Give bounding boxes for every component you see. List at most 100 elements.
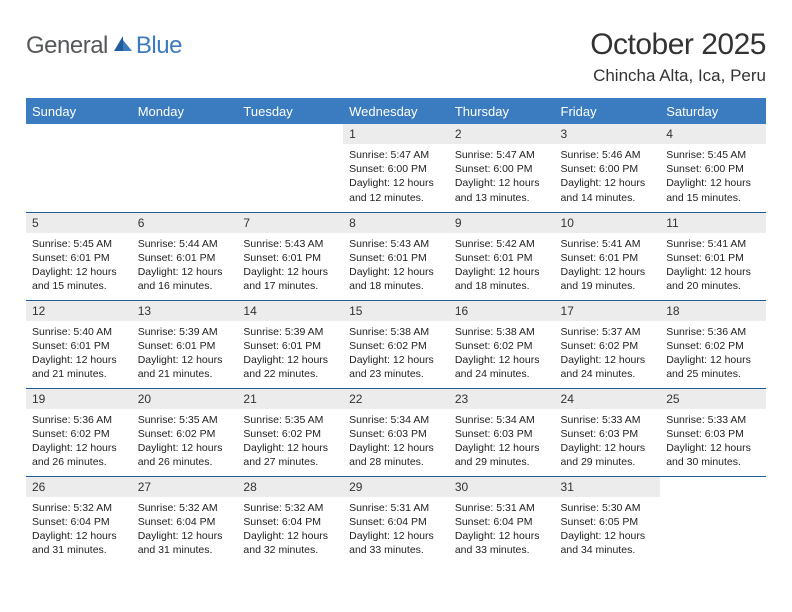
day-number: 25 (660, 389, 766, 409)
sunset-line: Sunset: 6:01 PM (32, 339, 126, 353)
daylight-line: Daylight: 12 hours and 24 minutes. (561, 353, 655, 381)
daylight-line: Daylight: 12 hours and 27 minutes. (243, 441, 337, 469)
sunrise-line: Sunrise: 5:40 AM (32, 325, 126, 339)
day-cell: 17Sunrise: 5:37 AMSunset: 6:02 PMDayligh… (555, 300, 661, 388)
sunset-line: Sunset: 6:01 PM (349, 251, 443, 265)
calendar-head: SundayMondayTuesdayWednesdayThursdayFrid… (26, 99, 766, 125)
daylight-line: Daylight: 12 hours and 19 minutes. (561, 265, 655, 293)
day-cell: 24Sunrise: 5:33 AMSunset: 6:03 PMDayligh… (555, 388, 661, 476)
day-cell: 13Sunrise: 5:39 AMSunset: 6:01 PMDayligh… (132, 300, 238, 388)
month-title: October 2025 (590, 28, 766, 62)
sunrise-line: Sunrise: 5:31 AM (349, 501, 443, 515)
week-row: 19Sunrise: 5:36 AMSunset: 6:02 PMDayligh… (26, 388, 766, 476)
day-body: Sunrise: 5:47 AMSunset: 6:00 PMDaylight:… (343, 144, 449, 211)
day-number: 23 (449, 389, 555, 409)
sunrise-line: Sunrise: 5:41 AM (561, 237, 655, 251)
daylight-line: Daylight: 12 hours and 23 minutes. (349, 353, 443, 381)
sunrise-line: Sunrise: 5:32 AM (138, 501, 232, 515)
day-body: Sunrise: 5:45 AMSunset: 6:00 PMDaylight:… (660, 144, 766, 211)
sunset-line: Sunset: 6:01 PM (32, 251, 126, 265)
day-body: Sunrise: 5:33 AMSunset: 6:03 PMDaylight:… (660, 409, 766, 476)
sunset-line: Sunset: 6:01 PM (243, 339, 337, 353)
empty-cell (660, 476, 766, 564)
daylight-line: Daylight: 12 hours and 24 minutes. (455, 353, 549, 381)
day-header: Saturday (660, 99, 766, 125)
daylight-line: Daylight: 12 hours and 18 minutes. (349, 265, 443, 293)
sunset-line: Sunset: 6:02 PM (243, 427, 337, 441)
sunset-line: Sunset: 6:03 PM (349, 427, 443, 441)
day-body: Sunrise: 5:37 AMSunset: 6:02 PMDaylight:… (555, 321, 661, 388)
sunset-line: Sunset: 6:01 PM (666, 251, 760, 265)
sunrise-line: Sunrise: 5:42 AM (455, 237, 549, 251)
day-number: 24 (555, 389, 661, 409)
day-number: 27 (132, 477, 238, 497)
sunset-line: Sunset: 6:01 PM (138, 251, 232, 265)
day-body: Sunrise: 5:34 AMSunset: 6:03 PMDaylight:… (343, 409, 449, 476)
day-cell: 22Sunrise: 5:34 AMSunset: 6:03 PMDayligh… (343, 388, 449, 476)
day-cell: 30Sunrise: 5:31 AMSunset: 6:04 PMDayligh… (449, 476, 555, 564)
sunset-line: Sunset: 6:03 PM (561, 427, 655, 441)
day-body: Sunrise: 5:41 AMSunset: 6:01 PMDaylight:… (660, 233, 766, 300)
daylight-line: Daylight: 12 hours and 31 minutes. (32, 529, 126, 557)
sunrise-line: Sunrise: 5:36 AM (32, 413, 126, 427)
day-number: 18 (660, 301, 766, 321)
daylight-line: Daylight: 12 hours and 33 minutes. (455, 529, 549, 557)
day-cell: 27Sunrise: 5:32 AMSunset: 6:04 PMDayligh… (132, 476, 238, 564)
sunset-line: Sunset: 6:04 PM (138, 515, 232, 529)
day-number: 13 (132, 301, 238, 321)
sunrise-line: Sunrise: 5:34 AM (349, 413, 443, 427)
day-body: Sunrise: 5:41 AMSunset: 6:01 PMDaylight:… (555, 233, 661, 300)
sunrise-line: Sunrise: 5:47 AM (349, 148, 443, 162)
daylight-line: Daylight: 12 hours and 13 minutes. (455, 176, 549, 204)
daylight-line: Daylight: 12 hours and 22 minutes. (243, 353, 337, 381)
day-header: Tuesday (237, 99, 343, 125)
day-cell: 5Sunrise: 5:45 AMSunset: 6:01 PMDaylight… (26, 212, 132, 300)
day-cell: 10Sunrise: 5:41 AMSunset: 6:01 PMDayligh… (555, 212, 661, 300)
day-number: 7 (237, 213, 343, 233)
day-cell: 9Sunrise: 5:42 AMSunset: 6:01 PMDaylight… (449, 212, 555, 300)
day-number: 11 (660, 213, 766, 233)
daylight-line: Daylight: 12 hours and 17 minutes. (243, 265, 337, 293)
day-number: 8 (343, 213, 449, 233)
day-body: Sunrise: 5:34 AMSunset: 6:03 PMDaylight:… (449, 409, 555, 476)
day-cell: 1Sunrise: 5:47 AMSunset: 6:00 PMDaylight… (343, 124, 449, 212)
sunset-line: Sunset: 6:01 PM (138, 339, 232, 353)
day-number: 12 (26, 301, 132, 321)
daylight-line: Daylight: 12 hours and 21 minutes. (32, 353, 126, 381)
daylight-line: Daylight: 12 hours and 26 minutes. (32, 441, 126, 469)
sunrise-line: Sunrise: 5:36 AM (666, 325, 760, 339)
day-body: Sunrise: 5:42 AMSunset: 6:01 PMDaylight:… (449, 233, 555, 300)
day-body: Sunrise: 5:45 AMSunset: 6:01 PMDaylight:… (26, 233, 132, 300)
day-body: Sunrise: 5:40 AMSunset: 6:01 PMDaylight:… (26, 321, 132, 388)
day-number: 29 (343, 477, 449, 497)
sunset-line: Sunset: 6:01 PM (243, 251, 337, 265)
daylight-line: Daylight: 12 hours and 34 minutes. (561, 529, 655, 557)
day-body: Sunrise: 5:38 AMSunset: 6:02 PMDaylight:… (343, 321, 449, 388)
sunrise-line: Sunrise: 5:44 AM (138, 237, 232, 251)
sunrise-line: Sunrise: 5:39 AM (138, 325, 232, 339)
daylight-line: Daylight: 12 hours and 18 minutes. (455, 265, 549, 293)
day-number: 4 (660, 124, 766, 144)
day-header: Sunday (26, 99, 132, 125)
sunrise-line: Sunrise: 5:30 AM (561, 501, 655, 515)
sunrise-line: Sunrise: 5:31 AM (455, 501, 549, 515)
sunrise-line: Sunrise: 5:35 AM (243, 413, 337, 427)
day-number: 3 (555, 124, 661, 144)
daylight-line: Daylight: 12 hours and 29 minutes. (455, 441, 549, 469)
sunset-line: Sunset: 6:02 PM (561, 339, 655, 353)
day-body: Sunrise: 5:32 AMSunset: 6:04 PMDaylight:… (132, 497, 238, 564)
sunset-line: Sunset: 6:02 PM (32, 427, 126, 441)
sunset-line: Sunset: 6:02 PM (138, 427, 232, 441)
sunset-line: Sunset: 6:03 PM (455, 427, 549, 441)
daylight-line: Daylight: 12 hours and 28 minutes. (349, 441, 443, 469)
sunrise-line: Sunrise: 5:47 AM (455, 148, 549, 162)
day-body: Sunrise: 5:39 AMSunset: 6:01 PMDaylight:… (132, 321, 238, 388)
day-body: Sunrise: 5:44 AMSunset: 6:01 PMDaylight:… (132, 233, 238, 300)
sunrise-line: Sunrise: 5:45 AM (32, 237, 126, 251)
day-number: 22 (343, 389, 449, 409)
day-body: Sunrise: 5:46 AMSunset: 6:00 PMDaylight:… (555, 144, 661, 211)
sunrise-line: Sunrise: 5:32 AM (243, 501, 337, 515)
logo-text-blue: Blue (136, 32, 182, 60)
sunrise-line: Sunrise: 5:34 AM (455, 413, 549, 427)
day-cell: 2Sunrise: 5:47 AMSunset: 6:00 PMDaylight… (449, 124, 555, 212)
